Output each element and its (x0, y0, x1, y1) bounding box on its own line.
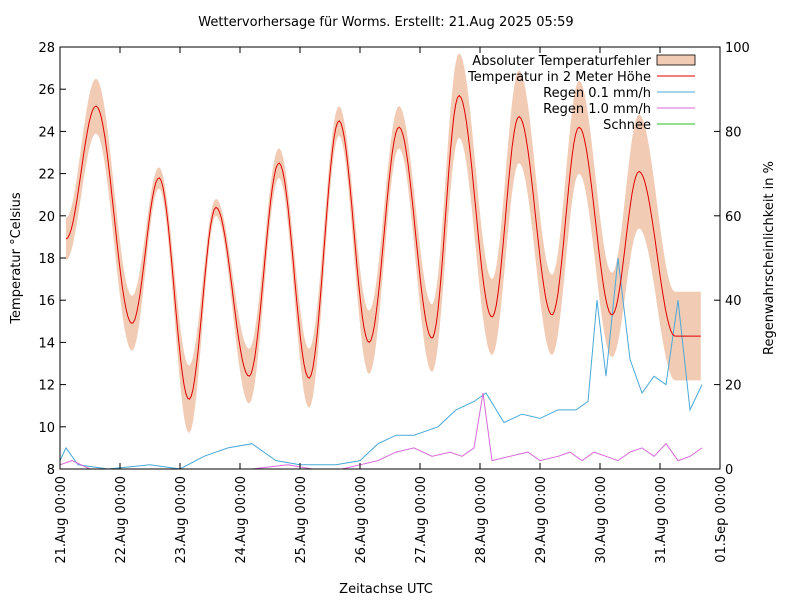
y-tick-label: 10 (38, 421, 55, 436)
y-axis-left: 8 10 12 14 16 18 20 22 24 26 28 (38, 41, 66, 478)
series-regen-1-0 (59, 392, 703, 470)
series-temperatur (65, 94, 701, 400)
y2-tick-label: 20 (725, 379, 742, 394)
x-tick-label: 25.Aug 00:00 (294, 476, 309, 564)
y-axis-title: Temperatur °Celsius (9, 192, 24, 325)
y-tick-label: 14 (38, 336, 55, 351)
y-axis-right: 0 20 40 60 80 100 (714, 41, 750, 478)
y-tick-label: 16 (38, 294, 55, 309)
x-tick-label: 28.Aug 00:00 (474, 476, 489, 564)
x-tick-label: 23.Aug 00:00 (174, 476, 189, 564)
legend-swatch (656, 54, 696, 66)
x-tick-label: 27.Aug 00:00 (414, 476, 429, 564)
x-tick-label: 30.Aug 00:00 (594, 476, 609, 564)
x-axis-title: Zeitachse UTC (339, 582, 433, 597)
y2-tick-label: 80 (725, 125, 742, 140)
y2-tick-label: 60 (725, 210, 742, 225)
x-tick-label: 29.Aug 00:00 (534, 476, 549, 564)
y2-tick-label: 100 (725, 41, 750, 56)
legend-label: Absoluter Temperaturfehler (472, 54, 651, 69)
y2-tick-label: 0 (725, 463, 733, 478)
x-axis: 21.Aug 00:00 22.Aug 00:00 23.Aug 00:00 24.A… (54, 47, 729, 564)
series-regen-0-1 (59, 257, 703, 470)
legend-label: Temperatur in 2 Meter Höhe (467, 70, 651, 85)
chart-title: Wettervorhersage für Worms. Erstellt: 21… (198, 15, 573, 30)
legend-label: Schnee (603, 118, 651, 133)
y-tick-label: 18 (38, 252, 55, 267)
x-tick-label: 26.Aug 00:00 (354, 476, 369, 564)
y-tick-label: 26 (38, 83, 55, 98)
y-tick-label: 8 (47, 463, 55, 478)
legend-label: Regen 1.0 mm/h (543, 102, 651, 117)
x-tick-label: 21.Aug 00:00 (54, 476, 69, 564)
y-tick-label: 22 (38, 168, 55, 183)
y-tick-label: 12 (38, 379, 55, 394)
x-tick-label: 22.Aug 00:00 (114, 476, 129, 564)
x-tick-label: 24.Aug 00:00 (234, 476, 249, 564)
x-tick-label: 31.Aug 00:00 (654, 476, 669, 564)
y-tick-label: 28 (38, 41, 55, 56)
x-tick-label: 01.Sep 00:00 (714, 476, 729, 563)
y-tick-label: 24 (38, 125, 55, 140)
y2-tick-label: 40 (725, 294, 742, 309)
y2-axis-title: Regenwahrscheinlichkeit in % (762, 161, 777, 355)
y-tick-label: 20 (38, 210, 55, 225)
legend-label: Regen 0.1 mm/h (543, 86, 651, 101)
